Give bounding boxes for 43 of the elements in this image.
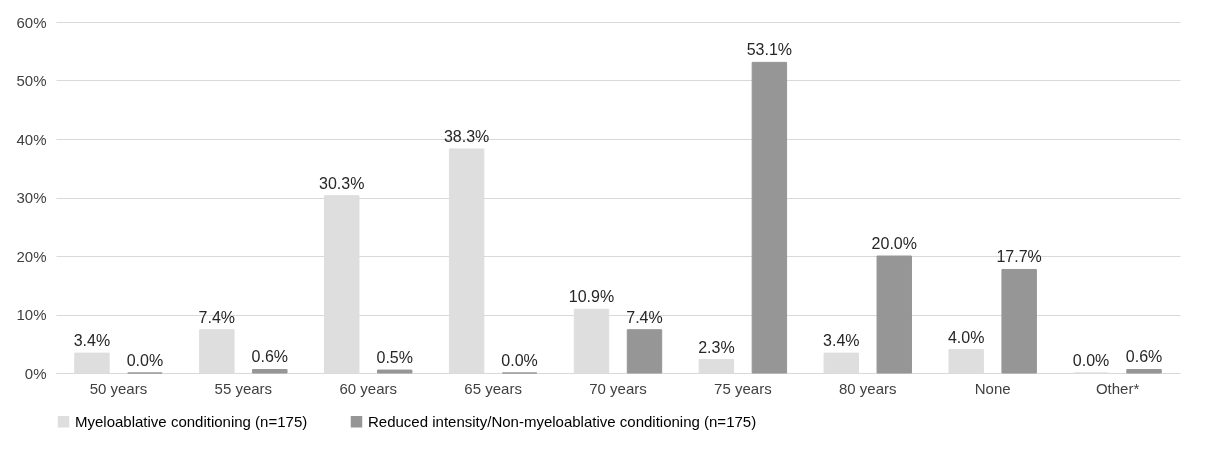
legend-label: Reduced intensity/Non-myeloablative conditioning (n=175) [368,412,757,430]
data-label: 17.7% [996,248,1042,266]
x-tick-label: Other* [1095,379,1140,397]
x-tick-label: 55 years [214,379,273,397]
data-label: 0.5% [376,349,413,367]
x-tick-label: 60 years [339,379,397,397]
data-label: 38.3% [443,127,490,145]
data-label: 3.4% [73,332,111,350]
y-tick-label: 40% [16,130,47,148]
x-tick-label: 65 years [464,379,522,397]
y-tick-label: 60% [16,13,47,31]
bar [626,329,663,374]
bar [252,368,288,374]
data-label: 0.0% [1072,352,1110,369]
bar [751,61,788,374]
legend-label: Myeloablative conditioning (n=175) [75,412,308,430]
data-label: 4.0% [947,328,985,346]
data-label: 53.1% [746,41,793,59]
x-tick-label: 70 years [589,379,647,397]
data-label: 0.6% [1125,348,1163,366]
x-tick-label: 80 years [839,379,897,397]
data-label: 0.0% [126,352,164,369]
data-label: 0.0% [501,352,538,369]
x-tick-label: 50 years [89,379,148,397]
data-label: 10.9% [568,288,615,306]
data-label: 2.3% [698,338,735,356]
y-tick-label: 50% [16,72,47,89]
data-label: 7.4% [626,308,663,326]
data-label: 20.0% [871,235,917,252]
y-tick-label: 20% [16,247,47,265]
bar [876,255,912,374]
bar [1126,368,1162,374]
x-tick-label: 75 years [714,379,772,397]
y-tick-label: 30% [16,189,47,206]
data-label: 7.4% [198,308,236,326]
data-label: 30.3% [319,174,365,192]
y-tick-label: 10% [16,306,47,323]
data-label: 3.4% [823,332,860,350]
y-tick-label: 0% [24,364,47,382]
bar [1001,268,1037,374]
data-label: 0.6% [251,348,289,366]
bar [376,369,413,374]
x-tick-label: None [974,379,1011,397]
